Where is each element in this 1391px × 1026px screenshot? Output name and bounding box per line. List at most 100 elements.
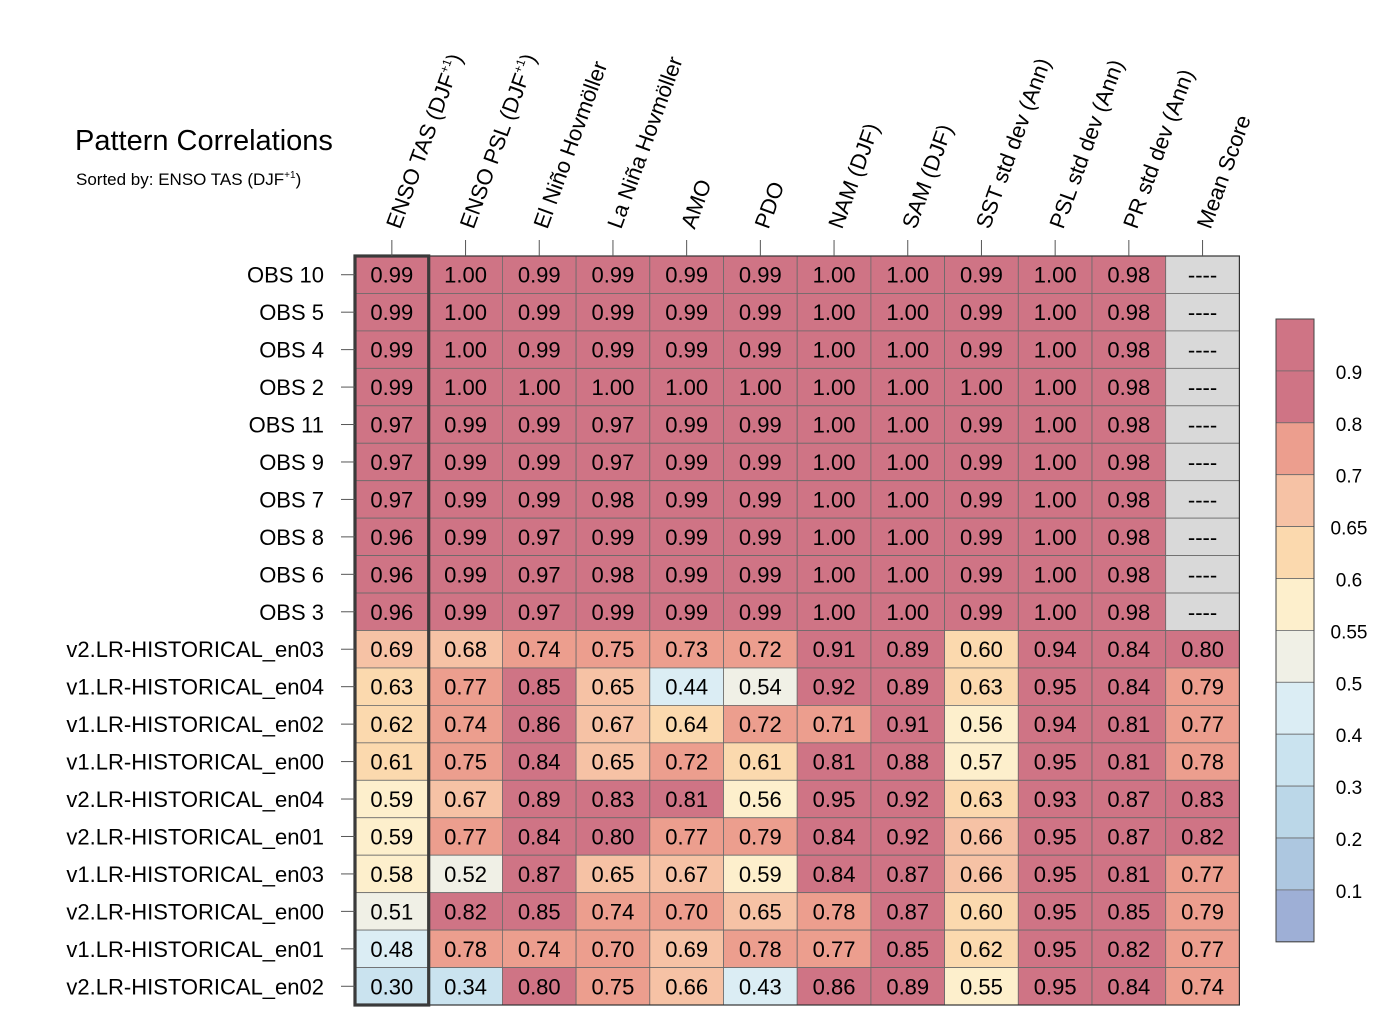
heatmap-cell bbox=[428, 705, 503, 744]
subtitle-close: ) bbox=[295, 170, 302, 189]
heatmap-cell bbox=[796, 929, 872, 968]
row-label: v1.LR-HISTORICAL_en01 bbox=[66, 937, 324, 962]
cell-value-label: 1.00 bbox=[1034, 525, 1077, 550]
heatmap-cell bbox=[1165, 705, 1240, 744]
heatmap-cell bbox=[796, 405, 872, 444]
cell-value-label: 0.79 bbox=[1181, 675, 1224, 700]
cell-value-label: 0.86 bbox=[813, 974, 856, 999]
cell-value-label: 0.99 bbox=[518, 487, 561, 512]
colorbar-label: 0.65 bbox=[1331, 519, 1368, 540]
cell-value-label: 0.70 bbox=[665, 899, 708, 924]
cell-value-label: 0.95 bbox=[1034, 675, 1077, 700]
row-labels: OBS 10 OBS 5 OBS 4 OBS 2 OBS 11 OBS 9 OBS 7 OBS… bbox=[66, 263, 355, 999]
cell-value-label: 1.00 bbox=[813, 375, 856, 400]
heatmap-cell bbox=[944, 255, 1019, 294]
cell-value-label: 0.87 bbox=[886, 862, 929, 887]
cell-value-label: 0.99 bbox=[960, 300, 1003, 325]
cell-value-label: 0.94 bbox=[1034, 637, 1077, 662]
cell-value-label: 0.86 bbox=[518, 712, 561, 737]
cell-value-label: 1.00 bbox=[960, 375, 1003, 400]
heatmap-cell bbox=[1017, 555, 1093, 594]
cell-value-label: 0.99 bbox=[960, 263, 1003, 288]
cell-value-label: 0.65 bbox=[739, 899, 782, 924]
cell-value-label: 0.99 bbox=[665, 562, 708, 587]
heatmap-cell bbox=[870, 517, 946, 557]
cell-value-label: 0.63 bbox=[370, 675, 413, 700]
heatmap-cell bbox=[501, 330, 577, 369]
heatmap-cell bbox=[649, 705, 724, 744]
column-labels: ENSO TAS (DJF+1)ENSO PSL (DJF+1)El Niño … bbox=[381, 50, 1256, 256]
cell-value-label: 0.97 bbox=[518, 600, 561, 625]
cell-value-label: 0.65 bbox=[592, 862, 635, 887]
subtitle-text: Sorted by: ENSO TAS (DJF bbox=[76, 170, 285, 189]
cell-value-label: 0.63 bbox=[960, 787, 1003, 812]
heatmap-cell bbox=[1017, 630, 1093, 669]
cell-value-label: 1.00 bbox=[1034, 263, 1077, 288]
cell-value-label: 1.00 bbox=[444, 263, 487, 288]
cell-value-label: 0.98 bbox=[1107, 413, 1150, 438]
heatmap-cell bbox=[1017, 405, 1093, 444]
colorbar-label: 0.6 bbox=[1336, 571, 1362, 592]
cell-value-label: 0.74 bbox=[444, 712, 487, 737]
chart-title: Pattern Correlations bbox=[75, 125, 333, 157]
heatmap-cell bbox=[1165, 330, 1240, 369]
cell-value-label: 0.99 bbox=[592, 525, 635, 550]
column-label: PSL std dev (Ann) bbox=[1044, 56, 1128, 232]
heatmap-cell bbox=[1017, 742, 1093, 781]
heatmap-cell bbox=[723, 555, 798, 594]
cell-value-label: 0.99 bbox=[960, 600, 1003, 625]
colorbar-label: 0.4 bbox=[1336, 726, 1363, 747]
cell-value-label: 0.77 bbox=[444, 675, 487, 700]
heatmap-cell bbox=[501, 705, 577, 744]
heatmap-cell bbox=[723, 705, 798, 744]
heatmap-cell bbox=[1017, 255, 1093, 294]
colorbar-label: 0.2 bbox=[1336, 830, 1362, 851]
colorbar-label: 0.1 bbox=[1336, 882, 1362, 903]
cell-value-label: 0.99 bbox=[444, 487, 487, 512]
cell-value-label: 0.81 bbox=[1107, 750, 1150, 775]
heatmap-cell bbox=[796, 480, 872, 519]
heatmap-cell bbox=[1165, 592, 1240, 631]
cell-value-label: 0.81 bbox=[665, 787, 708, 812]
heatmap-cell bbox=[723, 892, 798, 931]
cell-value-label: 0.81 bbox=[1107, 862, 1150, 887]
heatmap-cell bbox=[723, 442, 798, 482]
cell-value-label: 1.00 bbox=[813, 487, 856, 512]
heatmap-cell bbox=[796, 742, 872, 781]
cell-value-label: 0.95 bbox=[813, 787, 856, 812]
heatmap-cell bbox=[870, 442, 946, 482]
cell-value-label: 0.99 bbox=[739, 562, 782, 587]
cell-value-label: 0.92 bbox=[886, 787, 929, 812]
heatmap-cell bbox=[870, 779, 946, 819]
cell-value-label: 0.99 bbox=[739, 413, 782, 438]
cell-value-label: 0.84 bbox=[1107, 675, 1150, 700]
heatmap-cell bbox=[575, 817, 651, 856]
cell-value-label: 0.82 bbox=[1181, 824, 1224, 849]
colorbar-label: 0.8 bbox=[1336, 415, 1362, 436]
cell-value-label: 0.99 bbox=[518, 338, 561, 363]
heatmap-cell bbox=[723, 779, 798, 819]
cell-value-label: 0.99 bbox=[665, 263, 708, 288]
heatmap-cell bbox=[870, 892, 946, 931]
cell-value-label: 0.65 bbox=[592, 750, 635, 775]
heatmap-cell bbox=[501, 405, 577, 444]
cell-value-label: 1.00 bbox=[1034, 375, 1077, 400]
cell-value-label: ---- bbox=[1188, 413, 1217, 438]
column-label: PR std dev (Ann) bbox=[1118, 66, 1199, 232]
heatmap-cell bbox=[1091, 742, 1167, 781]
column-label: NAM (DJF) bbox=[823, 120, 884, 232]
colorbar-swatch bbox=[1275, 422, 1315, 476]
cell-value-label: 0.84 bbox=[1107, 974, 1150, 999]
heatmap-cell bbox=[575, 330, 651, 369]
colorbar-swatch bbox=[1275, 785, 1315, 839]
cell-value-label: 1.00 bbox=[1034, 487, 1077, 512]
cell-value-label: 0.85 bbox=[518, 675, 561, 700]
cell-value-label: 0.98 bbox=[592, 487, 635, 512]
cell-value-label: 0.97 bbox=[518, 562, 561, 587]
cell-value-label: 0.77 bbox=[1181, 712, 1224, 737]
colorbar-swatch bbox=[1275, 318, 1315, 372]
cell-value-label: 0.74 bbox=[518, 637, 561, 662]
cell-value-label: 1.00 bbox=[886, 263, 929, 288]
row-label: v1.LR-HISTORICAL_en02 bbox=[66, 712, 324, 737]
heatmap-cell bbox=[428, 967, 503, 1006]
